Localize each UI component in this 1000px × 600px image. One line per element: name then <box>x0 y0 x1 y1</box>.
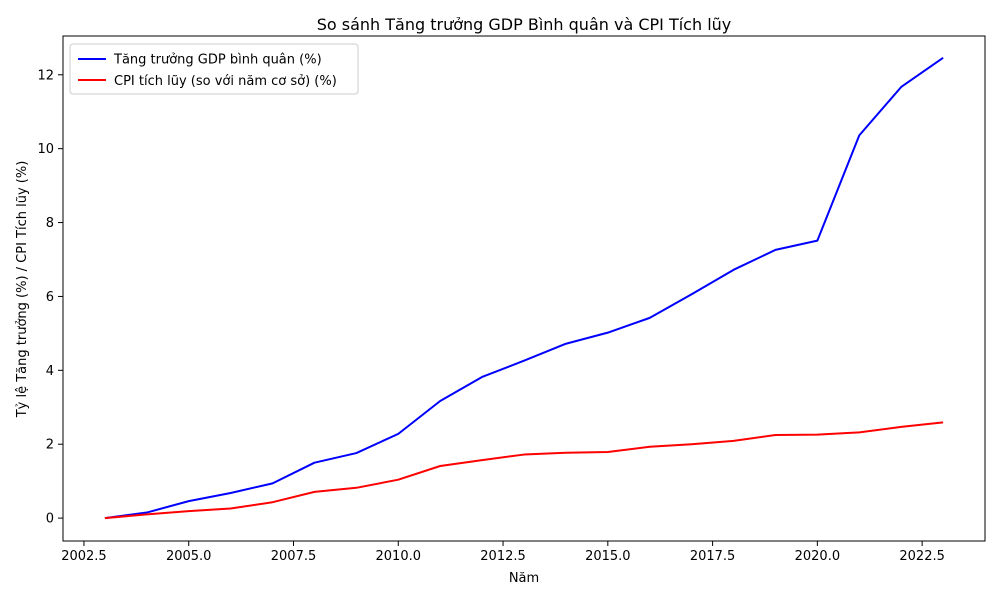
x-tick-label: 2010.0 <box>376 549 422 564</box>
y-tick-label: 2 <box>46 438 54 453</box>
legend-box <box>69 43 359 95</box>
x-tick-label: 2020.0 <box>795 549 841 564</box>
legend-label-gdp: Tăng trưởng GDP bình quân (%) <box>113 53 322 68</box>
legend: Tăng trưởng GDP bình quân (%) CPI tích l… <box>69 43 359 95</box>
series-line-1 <box>104 421 944 520</box>
y-tick-label: 6 <box>46 290 54 305</box>
chart-title: So sánh Tăng trưởng GDP Bình quân và CPI… <box>317 15 732 34</box>
series-lines <box>104 56 944 520</box>
y-axis: 0 2 4 6 8 10 12 <box>37 68 63 527</box>
x-tick-label: 2017.5 <box>690 549 736 564</box>
x-axis: 2002.5 2005.0 2007.5 2010.0 2012.5 2015.0 2017… <box>61 541 945 564</box>
y-tick-label: 0 <box>46 512 54 527</box>
plot-area <box>62 35 986 542</box>
y-tick-label: 4 <box>46 364 54 379</box>
y-axis-title: Tỷ lệ Tăng trưởng (%) / CPI Tích lũy (%) <box>15 161 30 419</box>
series-line-0 <box>104 56 944 520</box>
y-tick-label: 12 <box>37 68 54 83</box>
y-tick-label: 10 <box>37 142 54 157</box>
x-tick-label: 2002.5 <box>61 549 107 564</box>
y-tick-label: 8 <box>46 216 54 231</box>
x-tick-label: 2005.0 <box>166 549 212 564</box>
x-tick-label: 2022.5 <box>899 549 945 564</box>
x-tick-label: 2015.0 <box>585 549 631 564</box>
x-tick-label: 2007.5 <box>271 549 317 564</box>
legend-label-cpi: CPI tích lũy (so với năm cơ sở) (%) <box>114 74 337 89</box>
x-tick-label: 2012.5 <box>480 549 526 564</box>
x-axis-title: Năm <box>509 571 539 586</box>
